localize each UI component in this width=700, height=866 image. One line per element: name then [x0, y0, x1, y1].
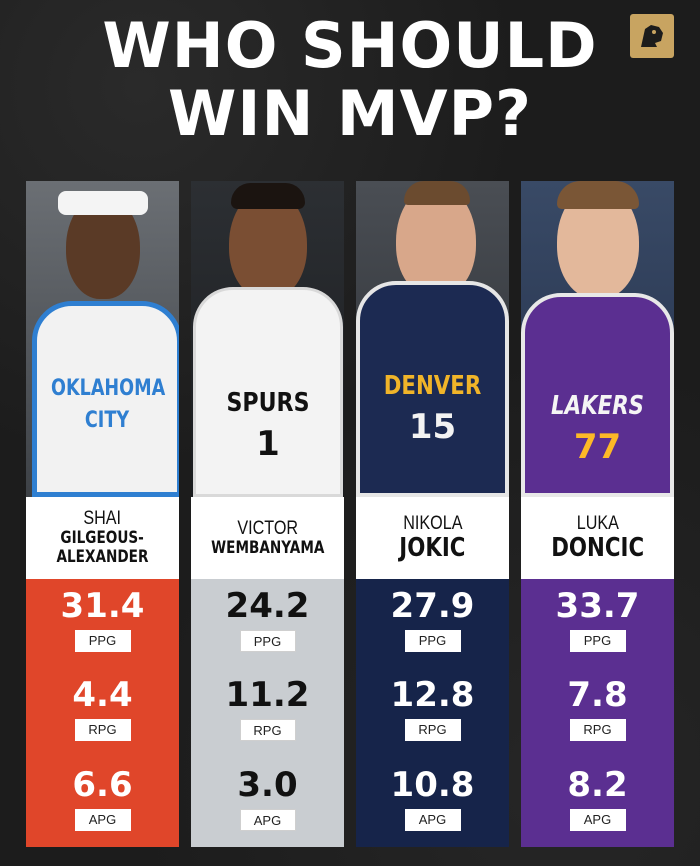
stat-label: APG [74, 808, 131, 831]
jersey-number: 15 [408, 407, 457, 447]
stat-value: 10.8 [390, 764, 475, 805]
jersey-text: CITY [84, 408, 130, 433]
title-line-1: WHO SHOULD [102, 9, 598, 82]
stat-apg: 8.2 APG [521, 758, 674, 847]
stat-ppg: 33.7 PPG [521, 579, 674, 668]
player-last-name: DONCIC [551, 533, 644, 563]
player-first-name: SHAI [83, 508, 122, 529]
stat-ppg: 24.2 PPG [191, 579, 344, 668]
player-stats: 33.7 PPG 7.8 RPG 8.2 APG [521, 579, 674, 847]
jersey-text: OKLAHOMA [51, 376, 166, 401]
player-name-card: VICTOR WEMBANYAMA [191, 497, 344, 579]
stat-ppg: 27.9 PPG [356, 579, 509, 668]
player-last-name-line-2: ALEXANDER [56, 547, 149, 567]
stat-value: 27.9 [390, 586, 475, 626]
stat-rpg: 7.8 RPG [521, 668, 674, 757]
stat-label: PPG [239, 630, 296, 652]
jersey-number: 77 [573, 427, 622, 467]
player-name-card: SHAI GILGEOUS- ALEXANDER [26, 497, 179, 579]
stat-value: 6.6 [72, 764, 133, 805]
stat-value: 31.4 [60, 586, 145, 626]
player-photo-doncic: LAKERS 77 [521, 181, 674, 497]
stat-label: PPG [404, 630, 461, 652]
jersey-text: SPURS [226, 388, 310, 418]
player-last-name-line-1: GILGEOUS- [60, 528, 145, 548]
jersey-number: 1 [256, 424, 280, 464]
player-column-sga: OKLAHOMA CITY SHAI GILGEOUS- ALEXANDER 3… [26, 181, 179, 847]
stat-label: APG [404, 808, 461, 831]
stat-label: APG [569, 808, 626, 831]
lion-icon [641, 25, 663, 47]
stat-apg: 3.0 APG [191, 758, 344, 847]
stat-value: 11.2 [225, 675, 310, 716]
player-columns: OKLAHOMA CITY SHAI GILGEOUS- ALEXANDER 3… [26, 181, 674, 847]
stat-label: RPG [239, 719, 296, 742]
brand-logo [630, 14, 674, 58]
title-line-2: WIN MVP? [167, 77, 532, 150]
player-name-card: NIKOLA JOKIC [356, 497, 509, 579]
stat-ppg: 31.4 PPG [26, 579, 179, 668]
stat-rpg: 4.4 RPG [26, 668, 179, 757]
player-column-doncic: LAKERS 77 LUKA DONCIC 33.7 PPG 7.8 RPG 8… [521, 181, 674, 847]
player-first-name: VICTOR [237, 517, 298, 539]
stat-value: 33.7 [555, 586, 640, 626]
player-stats: 31.4 PPG 4.4 RPG 6.6 APG [26, 579, 179, 847]
stat-value: 3.0 [237, 764, 298, 805]
stat-apg: 10.8 APG [356, 758, 509, 847]
stat-label: RPG [74, 719, 131, 742]
jersey-text: LAKERS [551, 391, 644, 421]
player-name-card: LUKA DONCIC [521, 497, 674, 579]
stat-label: RPG [404, 719, 461, 742]
player-first-name: NIKOLA [402, 513, 463, 534]
player-last-name: JOKIC [399, 533, 466, 563]
page-title: WHO SHOULD WIN MVP? [0, 12, 700, 148]
stat-value: 24.2 [225, 586, 310, 626]
stat-rpg: 11.2 RPG [191, 668, 344, 757]
player-column-wembanyama: SPURS 1 VICTOR WEMBANYAMA 24.2 PPG 11.2 … [191, 181, 344, 847]
stat-value: 7.8 [567, 675, 628, 716]
stat-label: PPG [74, 630, 131, 652]
player-first-name: LUKA [576, 513, 619, 534]
player-column-jokic: DENVER 15 NIKOLA JOKIC 27.9 PPG 12.8 RPG… [356, 181, 509, 847]
player-stats: 27.9 PPG 12.8 RPG 10.8 APG [356, 579, 509, 847]
stat-rpg: 12.8 RPG [356, 668, 509, 757]
jersey-text: DENVER [383, 371, 482, 401]
stat-apg: 6.6 APG [26, 758, 179, 847]
player-photo-wembanyama: SPURS 1 [191, 181, 344, 497]
player-photo-jokic: DENVER 15 [356, 181, 509, 497]
stat-label: RPG [569, 719, 626, 742]
stat-value: 8.2 [567, 764, 628, 805]
player-last-name: WEMBANYAMA [210, 537, 325, 558]
stat-label: APG [239, 808, 296, 831]
stat-value: 12.8 [390, 675, 475, 716]
stat-label: PPG [569, 630, 626, 652]
player-stats: 24.2 PPG 11.2 RPG 3.0 APG [191, 579, 344, 847]
player-photo-sga: OKLAHOMA CITY [26, 181, 179, 497]
stat-value: 4.4 [72, 675, 133, 716]
